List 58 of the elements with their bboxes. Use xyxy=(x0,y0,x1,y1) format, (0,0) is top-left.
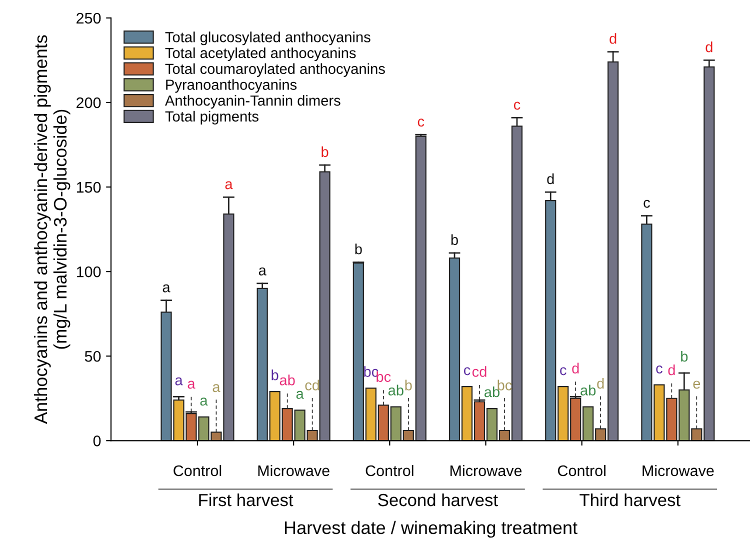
legend-label: Total pigments xyxy=(165,110,258,124)
x-axis-title: Harvest date / winemaking treatment xyxy=(284,520,578,538)
legend-label: Pyranoanthocyanins xyxy=(166,79,297,93)
data-label: d xyxy=(668,364,675,376)
y-axis-title: Anthocyanins and anthocyanin-derived pigments (mg/L malvidin-3-O-glucoside) xyxy=(34,35,70,424)
data-label: e xyxy=(693,380,700,389)
x-tick-label: Microwave xyxy=(642,464,714,476)
legend-label: Anthocyanin-Tannin dimers xyxy=(164,95,340,109)
data-label: a xyxy=(162,284,170,292)
data-label: ab xyxy=(580,384,596,396)
data-label: b xyxy=(681,350,688,362)
data-label: b xyxy=(451,234,458,246)
data-label: c xyxy=(464,367,470,376)
data-label: a xyxy=(225,181,233,190)
data-label: b xyxy=(322,146,328,158)
data-label: c xyxy=(560,367,566,376)
data-label: c xyxy=(514,102,520,110)
y-tick-label: 0 xyxy=(93,436,101,446)
y-tick-label: 200 xyxy=(76,97,101,108)
data-label: cd xyxy=(472,366,486,377)
data-label: a xyxy=(200,398,208,406)
data-label: d xyxy=(572,362,579,374)
data-label: c xyxy=(656,366,662,374)
data-label: d xyxy=(547,173,554,184)
text: First harvest xyxy=(199,493,294,506)
data-label: b xyxy=(355,244,362,254)
x-tick-label: Control xyxy=(174,464,222,476)
legend-label: Total coumaroylated anthocyanins xyxy=(165,63,385,77)
data-label: a xyxy=(296,390,304,399)
data-label: d xyxy=(610,33,616,44)
data-label: ab xyxy=(280,374,295,386)
data-label: bc xyxy=(364,366,378,377)
y-tick-label: 250 xyxy=(76,12,101,24)
x-tick-label: Control xyxy=(558,464,606,476)
legend-label: Total acetylated anthocyanins xyxy=(165,47,356,62)
data-label: b xyxy=(405,380,412,390)
data-label: a xyxy=(175,377,183,386)
y-tick-label: 150 xyxy=(76,182,101,193)
text: Third harvest xyxy=(580,493,680,506)
data-label: d xyxy=(706,42,712,52)
data-label: ab xyxy=(484,386,500,398)
data-label: c xyxy=(644,200,650,208)
data-label: bc xyxy=(376,371,391,382)
text: Second harvest xyxy=(378,493,498,506)
data-label: a xyxy=(258,267,266,276)
y-tick-label: 100 xyxy=(76,266,101,278)
data-label: d xyxy=(597,378,604,389)
x-tick-label: Control xyxy=(366,464,414,476)
data-label: a xyxy=(188,380,196,389)
data-label: ab xyxy=(388,384,404,396)
data-label: a xyxy=(212,384,220,392)
legend-label: Total glucosylated anthocyanins xyxy=(165,32,370,46)
y-tick-label: 50 xyxy=(84,350,101,362)
x-tick-label: Microwave xyxy=(258,464,330,476)
x-tick-label: Microwave xyxy=(450,464,522,476)
data-label: cd xyxy=(305,380,320,390)
data-label: b xyxy=(272,370,278,380)
data-label: c xyxy=(418,118,424,127)
